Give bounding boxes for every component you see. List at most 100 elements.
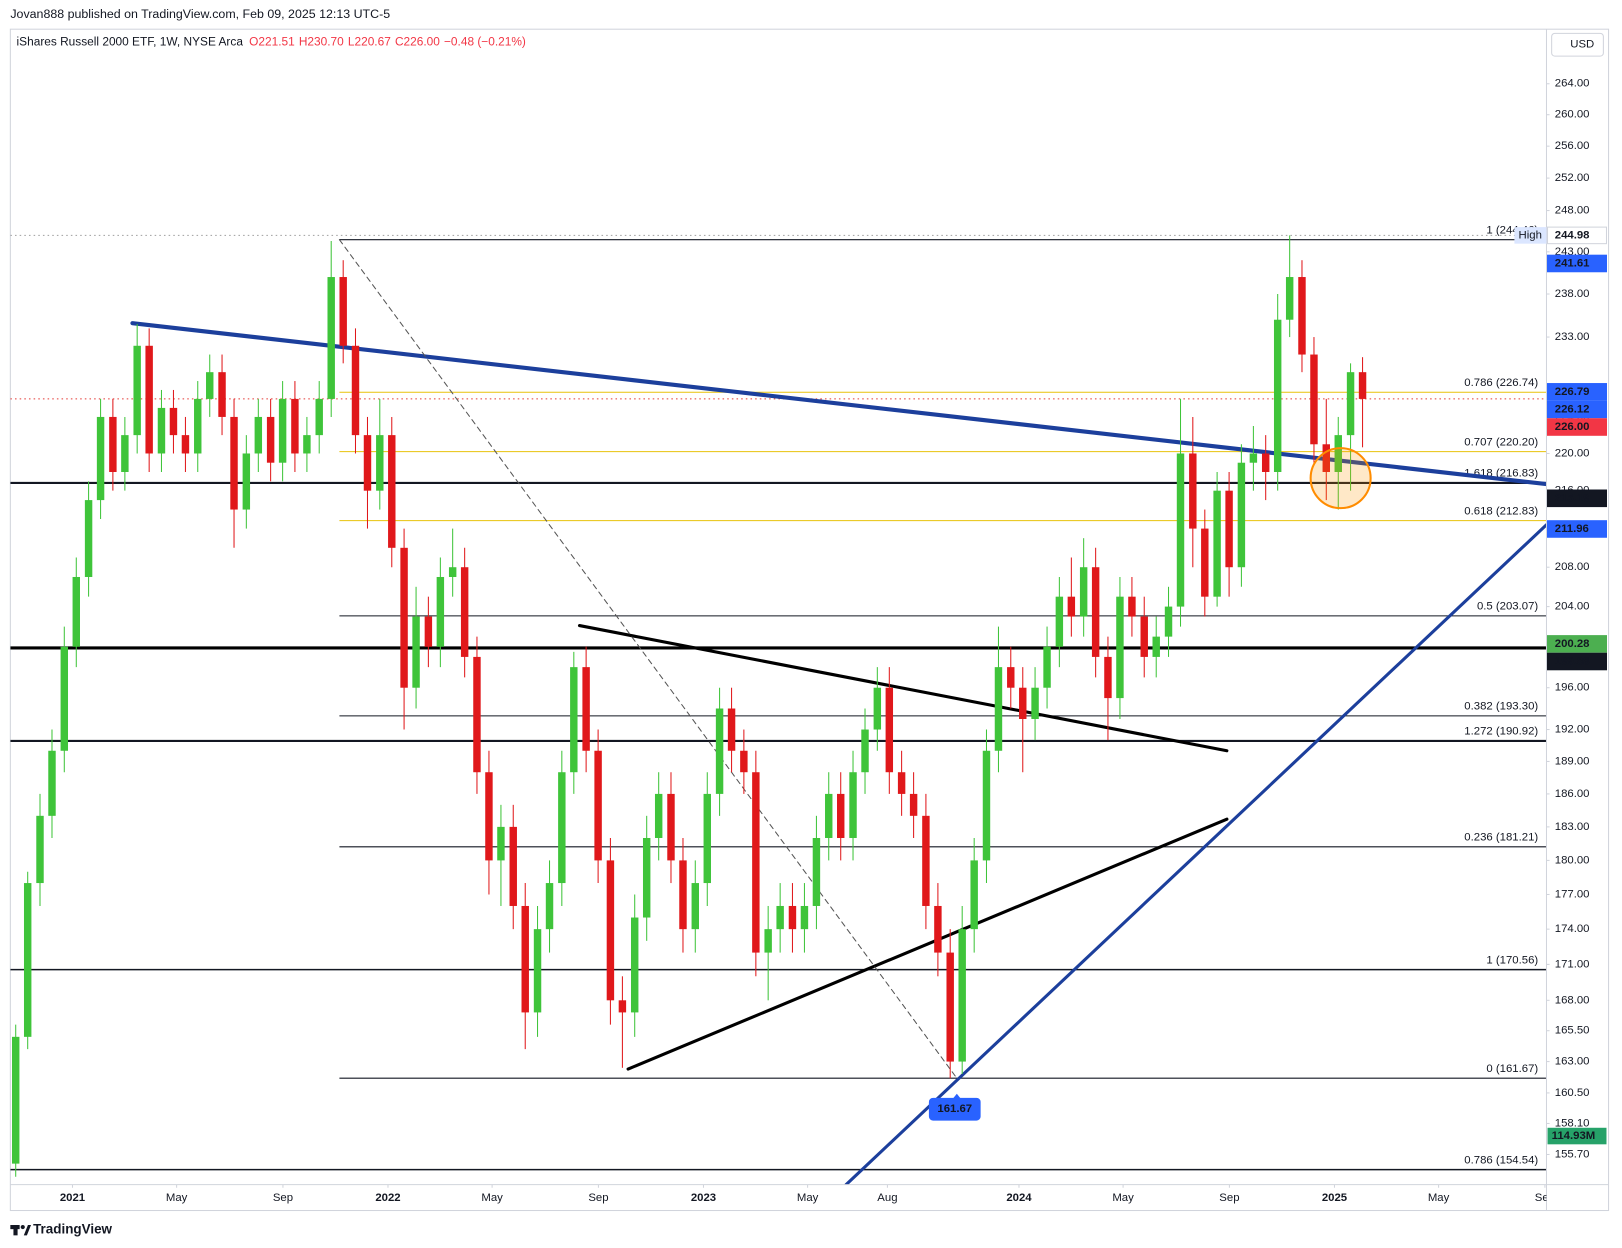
logo-part (13, 1225, 18, 1236)
low-badge-pointer (952, 1093, 961, 1099)
x-tick-label: May (797, 1192, 819, 1204)
logo-part (23, 1225, 32, 1236)
y-tick-label: 160.50 (1555, 1087, 1590, 1099)
candle-body (485, 772, 493, 861)
x-tick-label: 2022 (375, 1192, 400, 1204)
overlay: 161.67 (928, 447, 1372, 1121)
candle-body (533, 929, 542, 1013)
candle-body (1189, 453, 1197, 529)
candle-body (1176, 453, 1185, 607)
candle-body (48, 750, 56, 816)
level-label: 0.5 (203.07) (1477, 601, 1538, 613)
candle-body (412, 616, 420, 688)
candle-body (1104, 656, 1112, 699)
candle-body (497, 826, 505, 861)
price-badge (1547, 254, 1608, 273)
y-tick-label: 192.00 (1555, 724, 1590, 736)
x-tick-label: May (1428, 1192, 1450, 1204)
price-badge (1547, 383, 1608, 401)
candle-body (545, 883, 554, 930)
candle-body (800, 905, 809, 930)
level-label: 0.786 (154.54) (1464, 1154, 1538, 1166)
price-badge (1547, 652, 1608, 671)
trendline (626, 817, 1229, 1071)
candle-body (594, 750, 602, 861)
candle-body (630, 917, 639, 1013)
candle-body (1285, 277, 1294, 320)
candle-body (885, 687, 894, 773)
ohlc-close: C226.00 (395, 35, 440, 49)
price-badge (1547, 520, 1608, 538)
candle-body (667, 793, 675, 861)
ohlc-open: O221.51 (249, 35, 295, 49)
x-tick-label: Sep (273, 1192, 293, 1204)
candle-body (291, 398, 299, 454)
candle-body (691, 883, 699, 930)
x-tick-label: Sep (1535, 1192, 1555, 1204)
candle-body (970, 860, 978, 930)
y-tick-label: 252.00 (1555, 172, 1590, 184)
candle-body (958, 929, 966, 1062)
candle-body (994, 667, 1003, 751)
candle-body (388, 435, 396, 548)
trendline (577, 624, 1229, 753)
candle-body (1007, 667, 1015, 688)
candle-body (521, 905, 529, 1013)
candle-body (1346, 372, 1355, 436)
candle-body (1298, 277, 1306, 355)
y-tick-label: 177.00 (1555, 888, 1590, 900)
candle-body (133, 345, 141, 436)
brand-name: TradingView (33, 1222, 112, 1237)
candle-body (922, 815, 930, 906)
candle-body (727, 708, 736, 751)
candle-body (570, 667, 578, 773)
price-badge-tag (1514, 227, 1547, 244)
candle-body (169, 407, 178, 436)
candle-body (1201, 528, 1209, 597)
x-tick-label: Sep (1219, 1192, 1239, 1204)
candle-body (339, 277, 347, 346)
candle-body (1322, 444, 1330, 472)
candle-body (36, 815, 44, 884)
candle-body (606, 860, 615, 1001)
candle-body (642, 837, 651, 918)
y-tick-label: 183.00 (1555, 821, 1590, 833)
trendline (130, 321, 1547, 487)
price-badge-label: 215.19 (1555, 492, 1590, 504)
currency-box[interactable] (1551, 32, 1604, 57)
level-label: 0.707 (220.20) (1464, 436, 1538, 448)
price-badge-label: 244.98 (1555, 229, 1590, 241)
y-tick-label: 155.70 (1555, 1148, 1590, 1160)
price-badge (1547, 226, 1608, 245)
price-badge-label: 226.00 (1555, 421, 1590, 433)
price-badge (1547, 418, 1608, 436)
candle-body (96, 416, 105, 501)
candle-body (436, 576, 445, 647)
candle-body (509, 826, 517, 906)
price-badge-label: 211.96 (1555, 523, 1589, 535)
publisher: Jovan888 published on TradingView.com, F… (10, 7, 390, 21)
currency: USD (1570, 39, 1594, 51)
volume-badge-label: 114.93M (1552, 1130, 1596, 1142)
level-label: 0.618 (212.83) (1464, 505, 1538, 517)
y-tick-label: 243.00 (1555, 246, 1590, 258)
candle-body (11, 1036, 20, 1164)
x-tick-label: May (1112, 1192, 1134, 1204)
candle-body (242, 453, 251, 510)
candle-body (157, 407, 166, 454)
candle-body (424, 616, 433, 647)
candle-body (363, 435, 372, 491)
time-axis-labels: 2021 May Sep 2022 May Sep 2023 May Aug 2024 May Sep… (60, 1184, 1555, 1204)
candle-body (230, 416, 238, 510)
level-label: 0.786 (226.74) (1464, 377, 1538, 389)
candle-body (1079, 567, 1088, 617)
symbol: iShares Russell 2000 ETF, 1W, NYSE Arca (17, 35, 244, 49)
candle-body (1261, 453, 1270, 472)
candle-body (1128, 596, 1136, 617)
axes: USD 2021 May Sep 2022 May Sep 2023 May Aug 2024 Ma… (10, 29, 1609, 1211)
plot-area: 1 (244.46)0.786 (226.74)0.707 (220.20)1.… (10, 224, 1547, 1185)
y-tick-label: 204.00 (1555, 601, 1590, 613)
candle-body (254, 416, 263, 454)
candle-body (812, 837, 821, 906)
candle-body (1164, 606, 1173, 637)
